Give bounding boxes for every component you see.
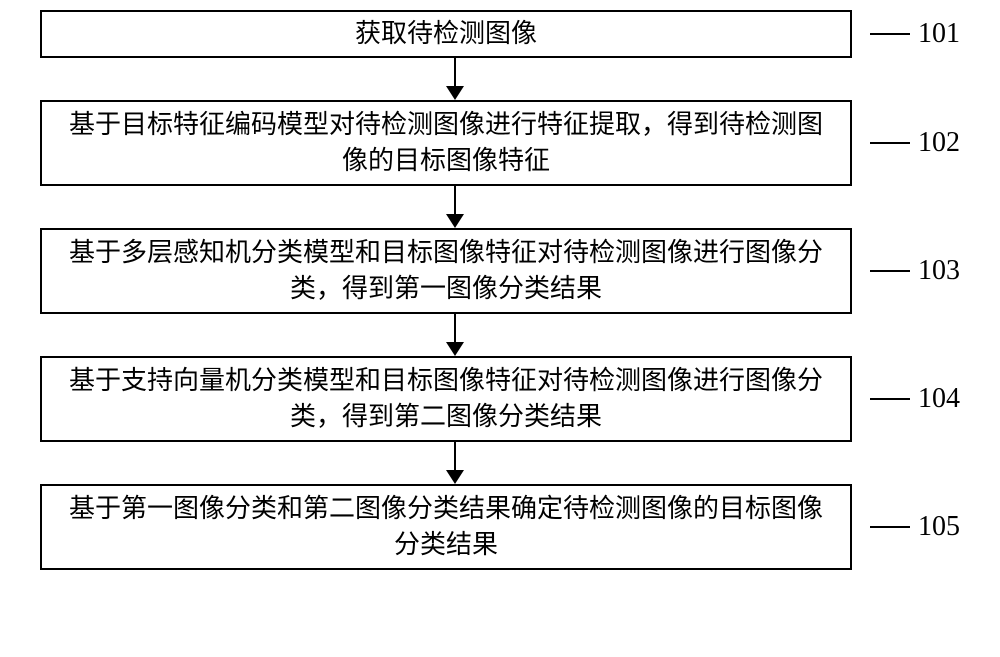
connector-105: 105 xyxy=(870,512,960,542)
connector-line xyxy=(870,398,910,400)
step-box-103: 基于多层感知机分类模型和目标图像特征对待检测图像进行图像分类，得到第一图像分类结… xyxy=(40,228,852,314)
step-row-103: 基于多层感知机分类模型和目标图像特征对待检测图像进行图像分类，得到第一图像分类结… xyxy=(40,228,960,314)
step-text-103: 基于多层感知机分类模型和目标图像特征对待检测图像进行图像分类，得到第一图像分类结… xyxy=(62,235,830,308)
connector-line xyxy=(870,33,910,35)
step-label-101: 101 xyxy=(918,18,960,50)
connector-line xyxy=(870,270,910,272)
arrow-icon xyxy=(454,314,456,346)
step-text-102: 基于目标特征编码模型对待检测图像进行特征提取，得到待检测图像的目标图像特征 xyxy=(62,107,830,180)
arrow-icon xyxy=(454,58,456,90)
step-box-104: 基于支持向量机分类模型和目标图像特征对待检测图像进行图像分类，得到第二图像分类结… xyxy=(40,356,852,442)
connector-104: 104 xyxy=(870,384,960,414)
step-row-102: 基于目标特征编码模型对待检测图像进行特征提取，得到待检测图像的目标图像特征 10… xyxy=(40,100,960,186)
arrow-icon xyxy=(454,186,456,218)
arrow-icon xyxy=(454,442,456,474)
connector-102: 102 xyxy=(870,128,960,158)
flowchart-container: 获取待检测图像 101 基于目标特征编码模型对待检测图像进行特征提取，得到待检测… xyxy=(40,10,960,570)
step-box-101: 获取待检测图像 xyxy=(40,10,852,58)
step-label-105: 105 xyxy=(918,511,960,543)
arrow-container xyxy=(40,58,870,100)
arrow-container xyxy=(40,186,870,228)
step-text-104: 基于支持向量机分类模型和目标图像特征对待检测图像进行图像分类，得到第二图像分类结… xyxy=(62,363,830,436)
step-row-105: 基于第一图像分类和第二图像分类结果确定待检测图像的目标图像分类结果 105 xyxy=(40,484,960,570)
arrow-container xyxy=(40,442,870,484)
step-text-105: 基于第一图像分类和第二图像分类结果确定待检测图像的目标图像分类结果 xyxy=(62,491,830,564)
step-row-104: 基于支持向量机分类模型和目标图像特征对待检测图像进行图像分类，得到第二图像分类结… xyxy=(40,356,960,442)
connector-101: 101 xyxy=(870,19,960,49)
step-label-104: 104 xyxy=(918,383,960,415)
connector-103: 103 xyxy=(870,256,960,286)
step-label-103: 103 xyxy=(918,255,960,287)
step-text-101: 获取待检测图像 xyxy=(355,16,537,52)
step-row-101: 获取待检测图像 101 xyxy=(40,10,960,58)
connector-line xyxy=(870,526,910,528)
step-box-102: 基于目标特征编码模型对待检测图像进行特征提取，得到待检测图像的目标图像特征 xyxy=(40,100,852,186)
connector-line xyxy=(870,142,910,144)
step-label-102: 102 xyxy=(918,127,960,159)
step-box-105: 基于第一图像分类和第二图像分类结果确定待检测图像的目标图像分类结果 xyxy=(40,484,852,570)
arrow-container xyxy=(40,314,870,356)
